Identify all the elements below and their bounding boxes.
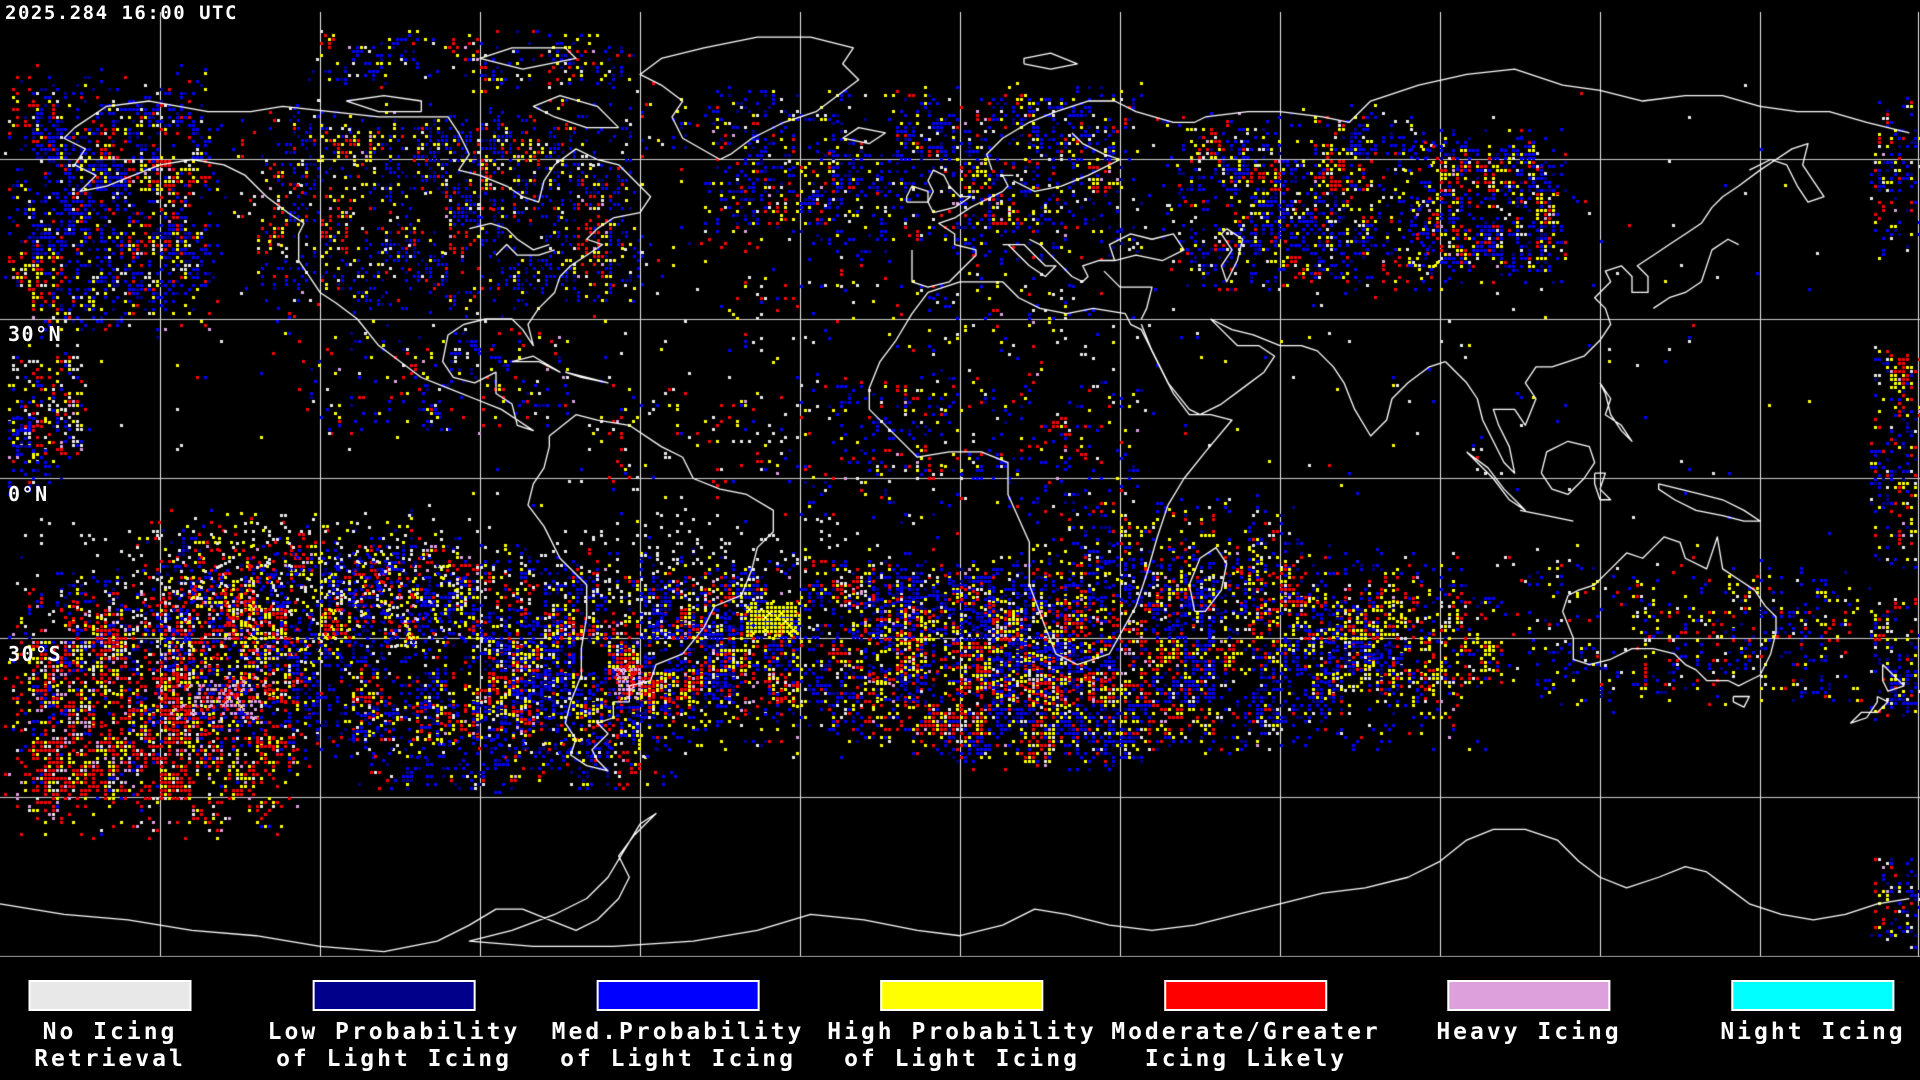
legend-item-high-prob-light-icing: High Probability of Light Icing bbox=[827, 957, 1097, 1073]
legend-label: Low Probability bbox=[267, 1019, 521, 1045]
legend-label: Moderate/Greater bbox=[1111, 1019, 1381, 1045]
legend-label: of Light Icing bbox=[276, 1046, 512, 1072]
legend-item-no-icing-retrieval: No Icing Retrieval bbox=[28, 957, 192, 1073]
legend-swatch-no-icing bbox=[28, 980, 192, 1011]
legend-label: High Probability bbox=[827, 1019, 1097, 1045]
legend-swatch-med-prob bbox=[596, 980, 760, 1011]
legend-item-night-icing: Night Icing bbox=[1720, 957, 1905, 1046]
legend-label: of Light Icing bbox=[844, 1046, 1080, 1072]
legend-swatch-heavy bbox=[1447, 980, 1611, 1011]
lat-label-30s: 30°S bbox=[8, 642, 63, 666]
legend-item-med-prob-light-icing: Med.Probability of Light Icing bbox=[552, 957, 805, 1073]
legend-item-moderate-greater-icing: Moderate/Greater Icing Likely bbox=[1111, 957, 1381, 1073]
legend-swatch-low-prob bbox=[312, 980, 476, 1011]
timestamp: 2025.284 16:00 UTC bbox=[5, 2, 238, 24]
legend-label: of Light Icing bbox=[560, 1046, 796, 1072]
legend-label: Retrieval bbox=[34, 1046, 186, 1072]
world-map-canvas bbox=[0, 0, 1920, 957]
legend: No Icing Retrieval Low Probability of Li… bbox=[0, 957, 1920, 1080]
legend-item-heavy-icing: Heavy Icing bbox=[1436, 957, 1621, 1046]
legend-swatch-night bbox=[1731, 980, 1895, 1011]
legend-label: Heavy Icing bbox=[1436, 1019, 1622, 1045]
lat-label-0n: 0°N bbox=[8, 482, 49, 506]
legend-label: Icing Likely bbox=[1144, 1046, 1348, 1072]
legend-label: Med.Probability bbox=[551, 1019, 805, 1045]
lat-label-30n: 30°N bbox=[8, 322, 63, 346]
legend-swatch-high-prob bbox=[880, 980, 1044, 1011]
legend-item-low-prob-light-icing: Low Probability of Light Icing bbox=[268, 957, 521, 1073]
legend-swatch-moderate bbox=[1164, 980, 1328, 1011]
legend-label: No Icing bbox=[42, 1019, 178, 1045]
legend-label: Night Icing bbox=[1720, 1019, 1906, 1045]
